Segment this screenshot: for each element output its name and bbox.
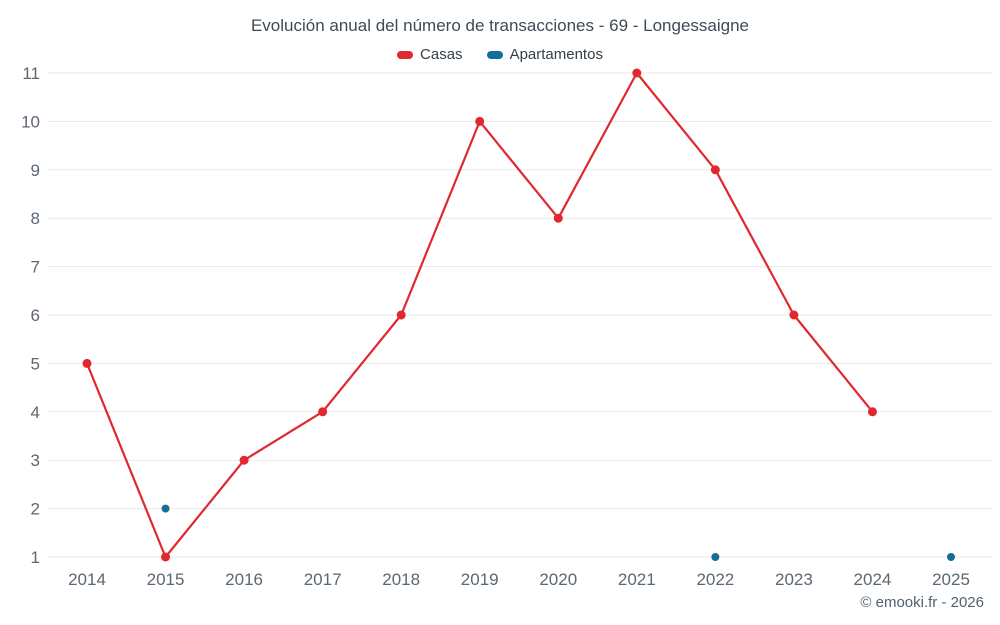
x-tick-label: 2025 — [932, 570, 970, 589]
casas-point[interactable] — [867, 407, 877, 417]
casas-point[interactable] — [396, 310, 406, 320]
casas-point[interactable] — [82, 358, 92, 368]
casas-point[interactable] — [789, 310, 799, 320]
casas-point[interactable] — [475, 116, 485, 126]
x-tick-label: 2020 — [539, 570, 577, 589]
casas-legend-swatch-icon — [397, 50, 414, 59]
x-tick-label: 2017 — [304, 570, 342, 589]
casas-point[interactable] — [239, 455, 249, 465]
casas-point[interactable] — [710, 165, 720, 175]
y-tick-label: 4 — [31, 403, 40, 422]
y-tick-label: 8 — [31, 209, 40, 228]
legend-item-casas[interactable]: Casas — [397, 46, 463, 63]
apartamentos-point[interactable] — [161, 504, 170, 513]
casas-point[interactable] — [161, 552, 171, 562]
x-tick-label: 2018 — [382, 570, 420, 589]
y-tick-label: 9 — [31, 161, 40, 180]
y-tick-label: 5 — [31, 354, 40, 373]
chart-title: Evolución anual del número de transaccio… — [250, 16, 750, 35]
x-tick-label: 2021 — [618, 570, 656, 589]
casas-legend-label: Casas — [420, 46, 463, 63]
y-tick-label: 10 — [21, 112, 40, 131]
y-tick-label: 3 — [31, 451, 40, 470]
apartamentos-point[interactable] — [711, 553, 720, 561]
y-tick-label: 1 — [31, 548, 40, 567]
x-tick-label: 2015 — [147, 570, 185, 589]
casas-point[interactable] — [318, 407, 328, 417]
apartamentos-legend-swatch-icon — [486, 50, 503, 59]
y-tick-label: 2 — [31, 500, 40, 519]
y-tick-label: 11 — [22, 64, 40, 83]
casas-point[interactable] — [553, 213, 563, 223]
x-tick-label: 2024 — [854, 570, 892, 589]
apartamentos-legend-label: Apartamentos — [509, 46, 603, 63]
x-tick-label: 2016 — [225, 570, 263, 589]
y-tick-label: 7 — [31, 258, 40, 277]
x-tick-label: 2014 — [68, 570, 106, 589]
x-tick-label: 2022 — [696, 570, 734, 589]
y-tick-label: 6 — [31, 306, 40, 325]
x-tick-label: 2023 — [775, 570, 813, 589]
legend-item-apartamentos[interactable]: Apartamentos — [486, 46, 603, 63]
x-tick-label: 2019 — [461, 570, 499, 589]
apartamentos-point[interactable] — [946, 553, 955, 561]
casas-point[interactable] — [632, 68, 642, 78]
legend: Casas Apartamentos — [0, 46, 1000, 63]
copyright-footer: © emooki.fr - 2026 — [860, 594, 984, 611]
